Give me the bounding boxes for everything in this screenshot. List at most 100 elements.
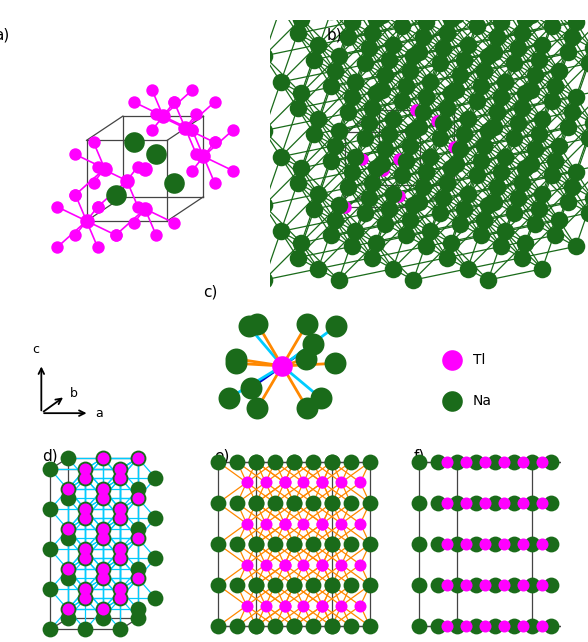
Point	[510, 207, 519, 218]
Point	[81, 504, 90, 514]
Point	[213, 580, 223, 590]
Point	[63, 524, 72, 534]
Point	[500, 227, 510, 237]
Point	[280, 600, 289, 611]
Point	[442, 28, 452, 39]
Point	[528, 498, 537, 508]
Point	[422, 92, 431, 102]
Point	[270, 621, 280, 631]
Point	[452, 84, 461, 94]
Point	[426, 227, 435, 237]
Point	[289, 621, 299, 631]
Point	[133, 604, 143, 614]
Point	[547, 96, 556, 106]
Point	[433, 457, 442, 467]
Point	[409, 125, 418, 135]
Point	[346, 498, 356, 508]
Point	[490, 621, 499, 631]
Point	[550, 6, 560, 16]
Point	[133, 202, 143, 212]
Point	[443, 580, 452, 590]
Point	[452, 621, 462, 631]
Point	[280, 559, 289, 569]
Point	[463, 189, 472, 199]
Point	[232, 621, 242, 631]
Point	[521, 163, 530, 173]
Point	[397, 170, 407, 180]
Point	[81, 504, 90, 514]
Point	[462, 539, 471, 549]
Text: c: c	[32, 343, 39, 356]
Point	[299, 600, 308, 611]
Point	[513, 118, 523, 128]
Point	[93, 202, 102, 212]
Point	[395, 153, 404, 164]
Point	[405, 215, 415, 225]
Point	[360, 207, 369, 218]
Point	[443, 621, 452, 631]
Point	[337, 478, 346, 488]
Point	[571, 17, 580, 28]
Point	[228, 125, 238, 135]
Point	[327, 498, 336, 508]
Point	[116, 504, 125, 514]
Point	[584, 207, 588, 218]
Point	[327, 457, 336, 467]
Point	[401, 6, 410, 16]
Point	[188, 85, 197, 95]
Point	[435, 133, 444, 143]
Point	[98, 564, 108, 575]
Point	[530, 144, 539, 155]
Text: Tl: Tl	[473, 352, 485, 367]
Point	[310, 204, 319, 214]
Point	[111, 230, 121, 240]
Point	[232, 354, 241, 364]
Point	[232, 457, 242, 467]
Point	[289, 539, 299, 549]
Point	[169, 218, 179, 228]
Point	[81, 593, 90, 603]
Point	[530, 219, 539, 229]
Point	[133, 453, 143, 463]
Point	[459, 55, 469, 65]
Text: b): b)	[326, 28, 342, 43]
Point	[365, 580, 375, 590]
Point	[476, 6, 485, 16]
Point	[308, 539, 318, 549]
Point	[318, 559, 327, 569]
Point	[351, 2, 360, 12]
Point	[528, 457, 537, 467]
Point	[129, 137, 139, 148]
Point	[270, 539, 280, 549]
Point	[499, 621, 509, 631]
Point	[308, 621, 318, 631]
Point	[116, 553, 125, 563]
Point	[340, 202, 350, 213]
Point	[401, 230, 410, 240]
Point	[452, 539, 462, 549]
Point	[81, 584, 90, 594]
Point	[98, 493, 108, 503]
Point	[439, 118, 448, 128]
Point	[526, 159, 536, 169]
Point	[537, 498, 547, 508]
Point	[480, 498, 490, 508]
Point	[293, 103, 302, 114]
Point	[81, 513, 90, 523]
Point	[368, 28, 377, 39]
Point	[409, 51, 418, 61]
Point	[401, 81, 410, 91]
Point	[129, 97, 139, 107]
Point	[252, 539, 261, 549]
Point	[433, 539, 442, 549]
Point	[98, 604, 108, 614]
Point	[242, 559, 251, 569]
Point	[151, 553, 160, 563]
Point	[351, 227, 360, 237]
Point	[455, 219, 465, 229]
Point	[293, 252, 302, 263]
Point	[289, 457, 299, 467]
Point	[52, 242, 62, 252]
Point	[463, 264, 472, 274]
Point	[151, 230, 161, 240]
